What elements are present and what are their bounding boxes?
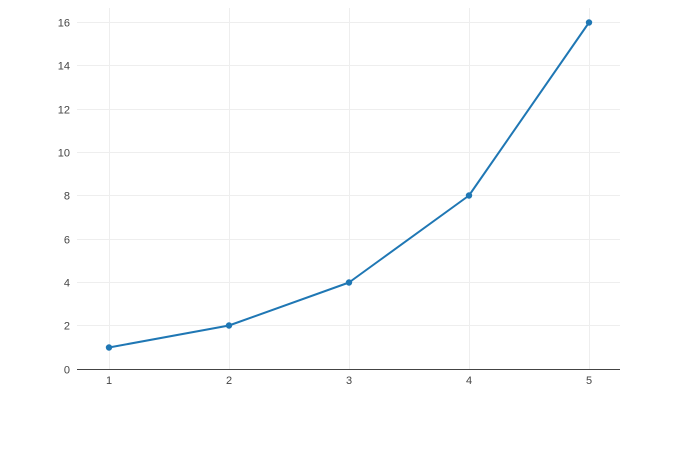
y-tick-label-0: 0	[64, 365, 70, 377]
y-axis-tick-labels: 16 14 12 10 8 6 4 2 0	[58, 18, 70, 377]
x-axis-tick-labels: 1 2 3 4 5	[106, 375, 592, 387]
x-tick-label-3: 3	[346, 375, 352, 387]
x-tick-label-4: 4	[466, 375, 472, 387]
data-point-marker[interactable]	[225, 322, 233, 329]
y-tick-label-16: 16	[58, 18, 70, 30]
x-tick-label-2: 2	[226, 375, 232, 387]
horizontal-gridlines	[77, 22, 620, 326]
data-point-marker[interactable]	[465, 192, 473, 199]
y-tick-label-10: 10	[58, 148, 70, 160]
data-point-marker[interactable]	[105, 344, 113, 351]
y-tick-label-6: 6	[64, 235, 70, 247]
data-point-marker[interactable]	[345, 279, 353, 286]
data-point-marker[interactable]	[585, 19, 593, 26]
y-tick-label-8: 8	[64, 191, 70, 203]
data-point-markers[interactable]	[105, 19, 593, 351]
x-tick-label-1: 1	[106, 375, 112, 387]
y-tick-label-14: 14	[58, 61, 70, 73]
y-tick-label-2: 2	[64, 321, 70, 333]
plot-area-background	[77, 8, 620, 369]
y-tick-label-4: 4	[64, 278, 70, 290]
x-tick-label-5: 5	[586, 375, 592, 387]
vertical-gridlines	[109, 8, 590, 369]
y-tick-label-12: 12	[58, 105, 70, 117]
